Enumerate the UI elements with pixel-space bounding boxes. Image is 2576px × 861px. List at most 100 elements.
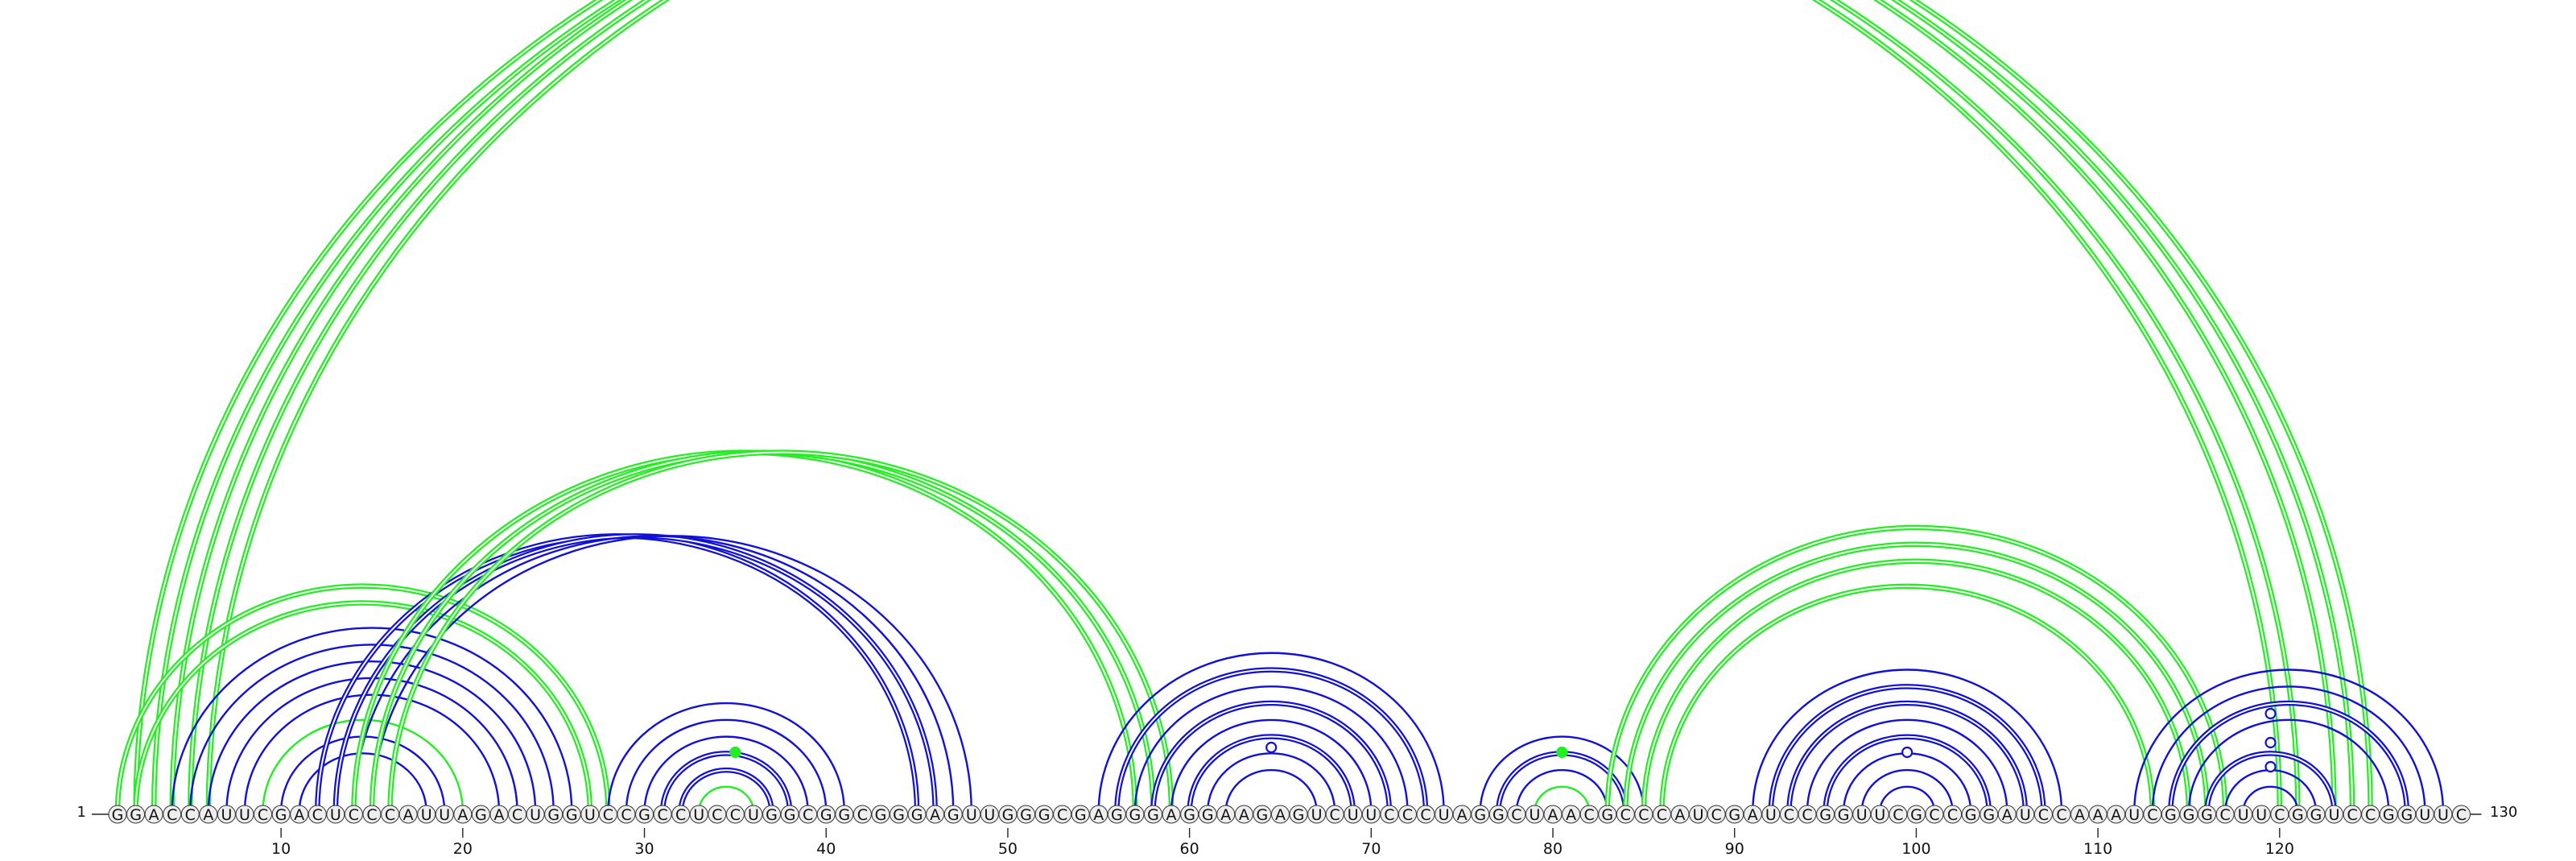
base-pair-arc-gap (679, 769, 773, 813)
nucleotide: C (1925, 805, 1944, 824)
base-pair-arc (298, 752, 427, 813)
nucleotide-letter: A (2002, 806, 2013, 824)
nucleotide-circle (1906, 805, 1926, 824)
nucleotide-letter: C (1657, 806, 1667, 824)
nucleotide-circle (217, 805, 236, 824)
nucleotide-letter: A (493, 806, 504, 824)
nucleotide-circle (2070, 805, 2090, 824)
nucleotide: G (943, 805, 963, 824)
nucleotide-circle (1307, 805, 1327, 824)
nucleotide: G (871, 805, 890, 824)
nucleotide-letter: G (1202, 806, 1214, 824)
nucleotide-circle (2016, 805, 2035, 824)
base-pair-arc-gap (117, 585, 609, 813)
nucleotide-letter: A (1239, 806, 1249, 824)
nucleotide-circle (926, 805, 945, 824)
nucleotide-circle (126, 805, 146, 824)
nucleotide-letter: C (366, 806, 377, 824)
nucleotide-circle (180, 805, 200, 824)
base-pair-arc (262, 718, 464, 813)
nucleotide-letter: C (2147, 806, 2157, 824)
nucleotide-letter: A (1093, 806, 1104, 824)
nucleotide-circle (2107, 805, 2126, 824)
nucleotide-letter: C (2456, 806, 2467, 824)
nucleotide-circle (1834, 805, 1853, 824)
nucleotide: C (671, 805, 691, 824)
base-pair-arc (1479, 735, 1645, 813)
base-pair-arc-gap (1661, 585, 2153, 813)
nucleotide-circle (489, 805, 509, 824)
nucleotide-letter: U (221, 806, 232, 824)
nucleotide: C (2033, 805, 2053, 824)
nucleotide-circle (653, 805, 672, 824)
nucleotide: G (1071, 805, 1090, 824)
nucleotide-letter: A (149, 806, 159, 824)
nucleotide: C (362, 805, 382, 824)
nucleotide-letter: G (475, 806, 487, 824)
nucleotide-letter: U (1348, 806, 1359, 824)
nucleotide-circle (1488, 805, 1508, 824)
nucleotide-circle (980, 805, 999, 824)
nucleotide-letter: U (2438, 806, 2449, 824)
nucleotide-circle (1071, 805, 1090, 824)
nucleotide: C (1616, 805, 1635, 824)
nucleotide-circle (998, 805, 1018, 824)
nucleotide-circle (1344, 805, 1363, 824)
nucleotide: C (344, 805, 363, 824)
nucleotide: A (398, 805, 418, 824)
nucleotide-circle (1289, 805, 1308, 824)
nucleotide-circle (1652, 805, 1671, 824)
nucleotide-circle (598, 805, 617, 824)
nucleotide-letter: G (875, 806, 887, 824)
nucleotide-letter: G (893, 806, 905, 824)
nucleotide-letter: C (1893, 806, 1903, 824)
nucleotide: A (1270, 805, 1290, 824)
nucleotide-letter: C (2038, 806, 2049, 824)
nucleotide-letter: A (294, 806, 304, 824)
nucleotide: C (1325, 805, 1344, 824)
nucleotide-letter: G (2201, 806, 2213, 824)
nucleotide-letter: G (2165, 806, 2177, 824)
nucleotide-letter: C (2056, 806, 2066, 824)
nucleotide-letter: C (1057, 806, 1067, 824)
nucleotide: U (2252, 805, 2271, 824)
nucleotide-letter: U (966, 806, 977, 824)
nucleotide-letter: C (1402, 806, 1413, 824)
nucleotide-letter: G (820, 806, 832, 824)
nucleotide: G (2379, 805, 2398, 824)
open-marker (1265, 741, 1278, 754)
nucleotide-circle (1216, 805, 1236, 824)
nucleotide-letter: U (2020, 806, 2031, 824)
base-pair-arc-gap (2169, 702, 2408, 813)
tick-label: 90 (1725, 840, 1744, 857)
nucleotide-letter: A (1566, 806, 1576, 824)
nucleotide: C (1579, 805, 1599, 824)
nucleotide: C (308, 805, 327, 824)
nucleotide-circle (1380, 805, 1399, 824)
nucleotide-letter: C (1384, 806, 1394, 824)
nucleotide-letter: U (693, 806, 704, 824)
nucleotide-circle (2179, 805, 2198, 824)
nucleotide-circle (1397, 805, 1417, 824)
nucleotide-letter: C (1420, 806, 1430, 824)
nucleotide: C (163, 805, 182, 824)
nucleotide: C (1507, 805, 1526, 824)
nucleotide-letter: A (2111, 806, 2121, 824)
nucleotide: C (381, 805, 400, 824)
nucleotide-circle (871, 805, 890, 824)
nucleotide-letter: G (1838, 806, 1850, 824)
nucleotide-circle (308, 805, 327, 824)
nucleotide-letter: G (1257, 806, 1269, 824)
nucleotide: G (562, 805, 581, 824)
nucleotide-letter: A (1220, 806, 1231, 824)
nucleotide-letter: U (1529, 806, 1540, 824)
nucleotide-letter: A (203, 806, 213, 824)
nucleotide-letter: C (1784, 806, 1794, 824)
nucleotide: G (1107, 805, 1126, 824)
arc-markers (729, 707, 2277, 773)
nucleotide-circle (2161, 805, 2180, 824)
nucleotide-letter: G (1965, 806, 1977, 824)
nucleotide-letter: U (330, 806, 341, 824)
nucleotide-letter: C (185, 806, 196, 824)
